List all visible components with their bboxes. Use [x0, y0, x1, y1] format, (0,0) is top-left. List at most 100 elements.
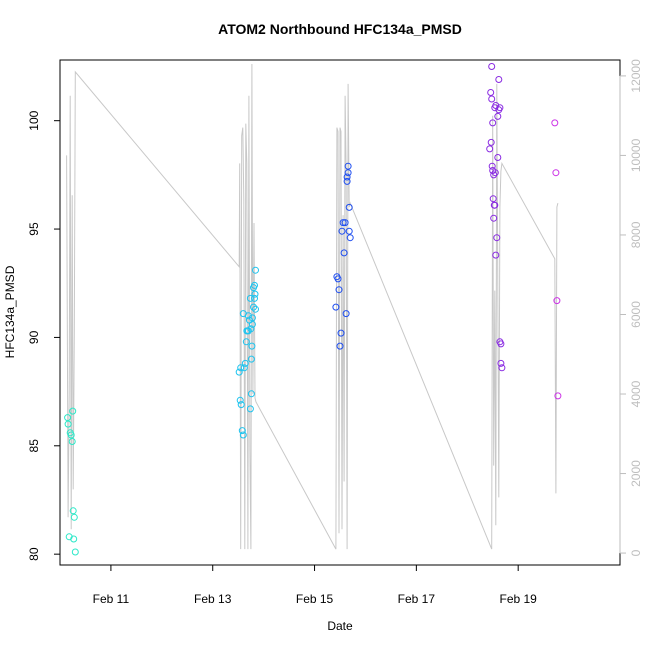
data-point — [552, 169, 560, 177]
data-point — [493, 234, 501, 242]
data-point — [489, 195, 497, 203]
data-point — [250, 303, 257, 311]
data-point — [551, 119, 559, 127]
data-point — [238, 427, 246, 435]
data-point — [239, 431, 247, 439]
data-point — [498, 364, 506, 372]
data-point — [344, 169, 352, 177]
series-4 — [551, 119, 562, 400]
y2-tick-label: 12000 — [629, 59, 643, 93]
data-point — [487, 89, 495, 96]
y2-tick-label: 0 — [629, 549, 643, 556]
data-point — [248, 342, 256, 350]
y-axis-label: HFC134a_PMSD — [3, 265, 17, 358]
data-point — [236, 396, 244, 404]
data-point — [247, 390, 255, 398]
data-point — [488, 63, 496, 70]
data-point — [251, 294, 258, 302]
data-point — [336, 342, 344, 350]
data-point — [495, 106, 503, 114]
x-tick-label: Feb 15 — [296, 592, 334, 606]
data-point — [486, 145, 494, 153]
data-point — [69, 407, 77, 415]
data-point — [492, 251, 500, 259]
data-point — [332, 303, 340, 311]
y2-tick-label: 10000 — [629, 138, 643, 172]
series-2 — [332, 162, 354, 350]
x-axis: Feb 11 Feb 13 Feb 15 Feb 17 Feb 19 — [93, 564, 538, 606]
data-point — [69, 507, 77, 515]
data-point — [248, 320, 256, 328]
data-point — [488, 95, 496, 103]
x-tick-label: Feb 11 — [93, 592, 130, 606]
data-point — [240, 364, 248, 372]
y-tick-label: 95 — [27, 222, 41, 236]
y2-tick-label: 2000 — [629, 460, 643, 487]
data-point — [246, 405, 254, 413]
data-point — [554, 392, 562, 400]
y2-tick-label: 4000 — [629, 380, 643, 407]
data-point — [237, 364, 245, 372]
data-point — [64, 414, 72, 422]
point-layer — [64, 63, 562, 556]
data-point — [251, 290, 259, 298]
series-1 — [235, 266, 259, 439]
data-point — [237, 401, 245, 409]
data-point — [242, 338, 250, 346]
data-point — [340, 249, 348, 257]
data-point — [489, 119, 497, 127]
data-point — [67, 431, 75, 439]
data-point — [70, 535, 78, 543]
data-point — [495, 76, 503, 83]
data-point — [342, 310, 350, 318]
secondary-series-line — [66, 63, 559, 550]
series-3 — [486, 63, 506, 372]
data-point — [345, 227, 353, 235]
data-point — [339, 219, 347, 227]
data-point — [491, 169, 499, 177]
data-point — [343, 173, 351, 181]
data-point — [553, 297, 561, 305]
data-point — [490, 171, 498, 179]
data-point — [345, 203, 353, 211]
y-tick-label: 85 — [27, 439, 41, 453]
data-point — [488, 162, 496, 170]
x-tick-label: Feb 17 — [398, 592, 436, 606]
data-point — [497, 359, 505, 367]
data-point — [338, 227, 346, 235]
data-point — [490, 214, 498, 222]
data-point — [70, 513, 78, 521]
data-point — [247, 355, 255, 363]
data-point — [235, 368, 243, 376]
data-point — [490, 201, 498, 209]
data-point — [496, 338, 504, 346]
data-point — [64, 420, 72, 428]
x-tick-label: Feb 19 — [500, 592, 538, 606]
data-point — [335, 286, 343, 294]
data-point — [341, 219, 349, 227]
y-axis: 80 85 90 95 100 — [27, 110, 61, 561]
data-point — [494, 112, 502, 120]
x-axis-label: Date — [327, 619, 353, 633]
data-point — [71, 548, 79, 556]
data-point — [337, 329, 345, 337]
y-tick-label: 90 — [27, 330, 41, 344]
y-tick-label: 100 — [27, 110, 41, 130]
data-point — [346, 234, 354, 242]
data-point — [247, 325, 255, 333]
y-tick-label: 80 — [27, 547, 41, 561]
series-0 — [64, 407, 79, 556]
secondary-line-layer — [66, 63, 559, 550]
y2-tick-label: 8000 — [629, 221, 643, 248]
y2-axis: 0 2000 4000 6000 8000 10000 12000 — [619, 59, 643, 556]
data-point — [252, 305, 259, 313]
data-point — [334, 275, 342, 283]
x-tick-label: Feb 13 — [194, 592, 232, 606]
y2-tick-label: 6000 — [629, 301, 643, 328]
data-point — [68, 438, 76, 445]
chart-title: ATOM2 Northbound HFC134a_PMSD — [218, 21, 462, 37]
data-point — [343, 177, 351, 185]
data-point — [487, 138, 495, 146]
data-point — [239, 310, 247, 318]
